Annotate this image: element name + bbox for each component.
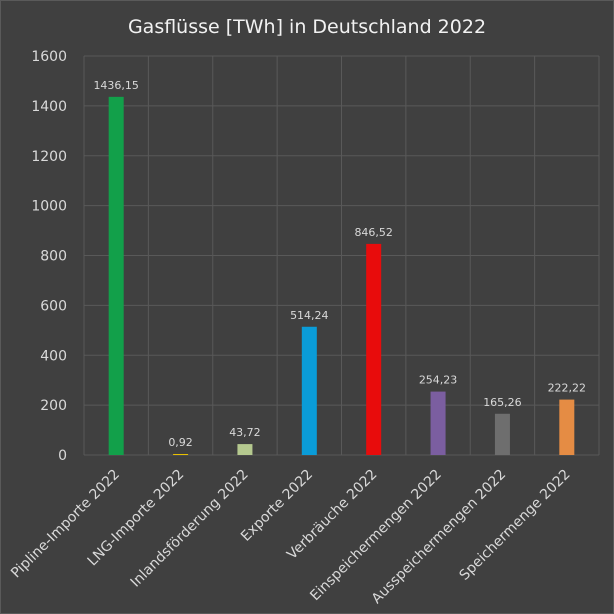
y-axis-tick-labels: 0 200 400 600 800 1000 1200 1400 1600 (31, 49, 67, 464)
bar-data-label: 43,72 (229, 426, 261, 439)
data-labels: 1436,15 0,92 43,72 514,24 846,52 254,23 165,26… (93, 79, 586, 449)
bar (301, 326, 317, 455)
gridlines (83, 55, 600, 456)
bar (494, 413, 510, 455)
bars (108, 96, 575, 455)
x-tick-label: Speichermenge 2022 (456, 467, 573, 584)
y-tick-label: 1200 (31, 149, 67, 165)
bar (173, 454, 189, 455)
bar (366, 243, 382, 455)
bar-data-label: 514,24 (290, 309, 329, 322)
y-tick-label: 200 (40, 398, 67, 414)
x-tick-label: Ausspeichermengen 2022 (369, 467, 510, 608)
bar (237, 444, 253, 455)
y-tick-label: 1600 (31, 49, 67, 65)
x-tick-label: Inlandsförderung 2022 (128, 467, 252, 591)
bar (108, 96, 124, 455)
bar (559, 399, 575, 455)
chart-title: Gasflüsse [TWh] in Deutschland 2022 (128, 16, 486, 38)
bar-data-label: 1436,15 (93, 79, 139, 92)
x-tick-label: Pipline-Importe 2022 (8, 467, 123, 582)
y-tick-label: 800 (40, 249, 67, 265)
bar-data-label: 0,92 (168, 436, 193, 449)
bar-data-label: 254,23 (419, 374, 458, 387)
x-tick-label: Einspeichermengen 2022 (307, 467, 445, 605)
bar (430, 391, 446, 455)
bar-data-label: 222,22 (548, 382, 587, 395)
y-tick-label: 1000 (31, 199, 67, 215)
y-tick-label: 1400 (31, 99, 67, 115)
bar-data-label: 165,26 (483, 396, 522, 409)
y-tick-label: 0 (58, 448, 67, 464)
y-tick-label: 600 (40, 298, 67, 314)
y-tick-label: 400 (40, 348, 67, 364)
bar-data-label: 846,52 (354, 226, 393, 239)
